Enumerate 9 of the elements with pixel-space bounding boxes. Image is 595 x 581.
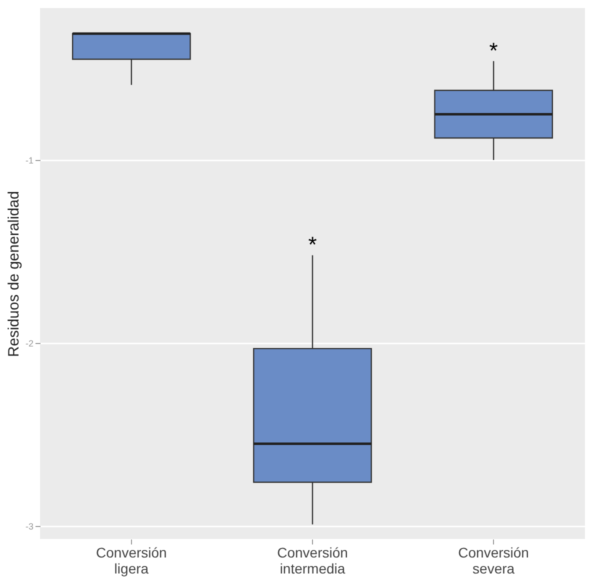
annotation: * bbox=[308, 232, 318, 258]
annotation: * bbox=[489, 38, 498, 64]
x-tick-label: Conversión ligera bbox=[96, 544, 167, 576]
y-tick-label: -1 bbox=[25, 155, 34, 166]
y-tick-label: -2 bbox=[25, 338, 34, 349]
y-axis-title: Residuos de generalidad bbox=[6, 191, 22, 357]
x-tick-label: Conversión severa bbox=[458, 544, 529, 576]
x-tick-label: Conversión intermedia bbox=[277, 544, 348, 576]
y-tick-label: -3 bbox=[25, 522, 34, 532]
